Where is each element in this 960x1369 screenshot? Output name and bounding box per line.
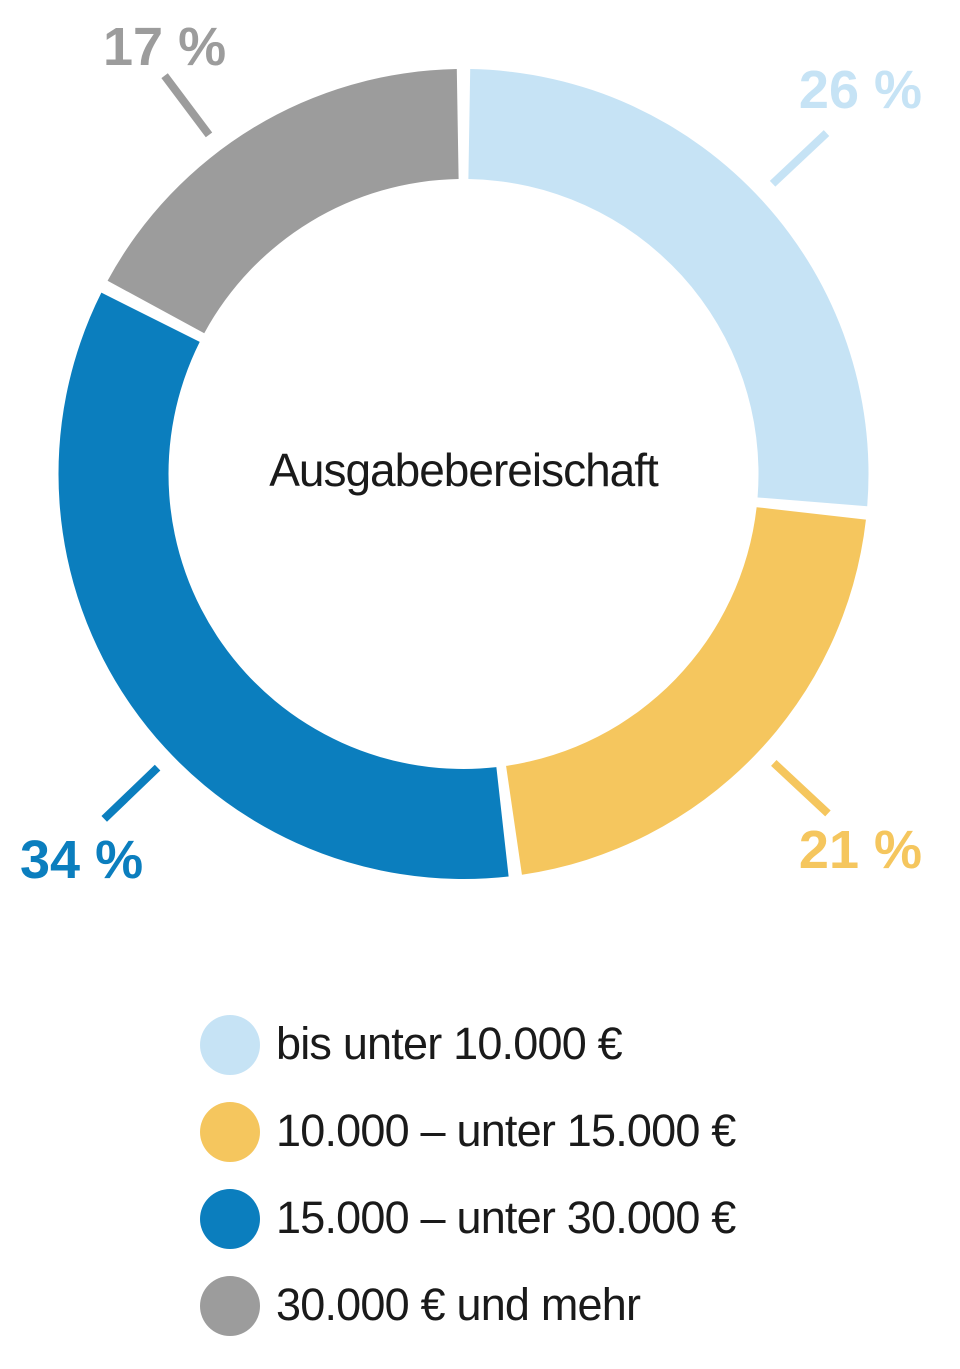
svg-text:26 %: 26 % [799,60,922,120]
svg-text:15.000 – unter 30.000 €: 15.000 – unter 30.000 € [276,1192,736,1243]
svg-text:30.000 € und mehr: 30.000 € und mehr [276,1279,641,1330]
svg-text:10.000 – unter 15.000 €: 10.000 – unter 15.000 € [276,1105,736,1156]
svg-text:34 %: 34 % [20,830,143,890]
svg-text:17 %: 17 % [103,17,226,77]
svg-text:21 %: 21 % [799,820,922,880]
svg-text:bis unter 10.000 €: bis unter 10.000 € [276,1018,623,1069]
